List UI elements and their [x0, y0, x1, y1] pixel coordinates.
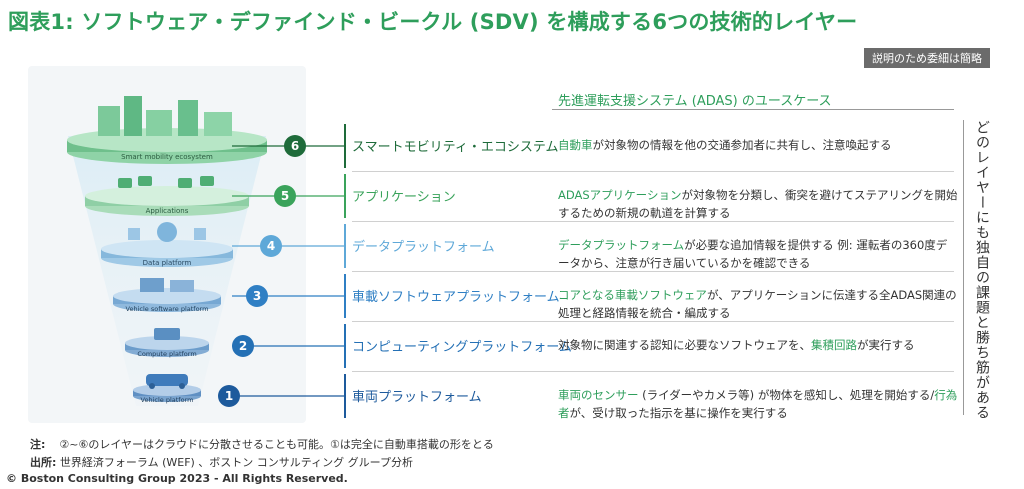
layer-row-6: 6 スマートモビリティ・エコシステム 自動車が対象物の情報を他の交通参加者に共有…: [232, 124, 962, 172]
row-separator: [352, 221, 954, 222]
layer-name: スマートモビリティ・エコシステム: [352, 140, 559, 155]
layer-usecase-desc: データプラットフォームが必要な追加情報を提供する 例: 運転者の360度データか…: [558, 236, 958, 272]
illus-label-5: Applications: [146, 207, 189, 215]
layer-number-badge: 5: [274, 185, 296, 207]
layer-row-3: 3 車載ソフトウェアプラットフォーム コアとなる車載ソフトウェアが、アプリケーシ…: [232, 274, 962, 322]
desc-text: が対象物の情報を他の交通参加者に共有し、注意喚起する: [592, 138, 892, 152]
layer-color-bar: [344, 174, 346, 218]
copyright: © Boston Consulting Group 2023 - All Rig…: [6, 472, 348, 485]
desc-text-2: が、受け取った指示を基に操作を実行する: [569, 406, 788, 420]
layer-row-1: 1 車両プラットフォーム 車両のセンサー (ライダーやカメラ等) が物体を感知し…: [218, 374, 962, 422]
row-separator: [352, 171, 954, 172]
desc-text: が必要な追加情報を提供する 例: 運転者の360度データから、注意が行き届いてい…: [558, 238, 948, 270]
illus-label-4: Data platform: [143, 259, 192, 267]
layer-number-badge: 2: [232, 335, 254, 357]
layer-row-4: 4 データプラットフォーム データプラットフォームが必要な追加情報を提供する 例…: [232, 224, 962, 272]
layer-color-bar: [344, 374, 346, 418]
footnote-label: 注:: [30, 438, 46, 451]
desc-highlight: データプラットフォーム: [558, 238, 685, 252]
layer-row-5: 5 アプリケーション ADASアプリケーションが対象物を分類し、衝突を避けてステ…: [232, 174, 962, 222]
layer-stack-graphic: Smart mobility ecosystem Applications Da…: [67, 96, 267, 406]
connector-line-4: [232, 245, 344, 247]
simplification-note: 説明のため委細は簡略: [864, 48, 990, 68]
illus-layer-4: Data platform: [101, 222, 233, 267]
sdv-layer-illustration: Smart mobility ecosystem Applications Da…: [28, 66, 306, 423]
layer-color-bar: [344, 224, 346, 268]
layer-color-bar: [344, 274, 346, 318]
illus-layer-1: Vehicle platform: [133, 374, 201, 404]
layer-name: アプリケーション: [352, 190, 456, 205]
layer-number-badge: 4: [260, 235, 282, 257]
connector-line-1: [232, 395, 344, 397]
layer-name: 車載ソフトウェアプラットフォーム: [352, 290, 560, 305]
source: 出所: 世界経済フォーラム (WEF) 、ボストン コンサルティング グループ分…: [30, 454, 413, 470]
desc-text: が対象物を分類し、衝突を避けてステアリングを開始するための新規の軌道を計算する: [558, 188, 958, 220]
desc-highlight: コアとなる車載ソフトウェア: [558, 288, 707, 302]
row-separator: [352, 371, 954, 372]
layer-number-badge: 6: [284, 135, 306, 157]
desc-highlight-2: 行為者: [558, 388, 958, 420]
layer-usecase-desc: ADASアプリケーションが対象物を分類し、衝突を避けてステアリングを開始するため…: [558, 186, 958, 222]
layer-color-bar: [344, 324, 346, 368]
footnote: 注: ②~⑥のレイヤーはクラウドに分散させることも可能。①は完全に自動車搭載の形…: [30, 436, 494, 452]
layer-color-bar: [344, 124, 346, 168]
layer-number-badge: 3: [246, 285, 268, 307]
adas-usecase-header: 先進運転支援システム (ADAS) のユースケース: [558, 94, 832, 109]
layer-row-2: 2 コンピューティングプラットフォーム 対象物に関連する認知に必要なソフトウェア…: [232, 324, 962, 372]
row-separator: [352, 321, 954, 322]
layer-name: データプラットフォーム: [352, 240, 495, 255]
desc-highlight: 車両のセンサー: [558, 388, 639, 402]
side-vertical-text: どのレイヤーにも独自の課題と勝ち筋がある: [974, 120, 990, 420]
illus-layer-6: Smart mobility ecosystem: [67, 96, 267, 164]
adas-header-underline: [552, 109, 954, 110]
desc-text: (ライダーやカメラ等) が物体を感知し、処理を開始する/: [638, 388, 935, 402]
layer-name: 車両プラットフォーム: [352, 390, 482, 405]
layer-usecase-desc: 自動車が対象物の情報を他の交通参加者に共有し、注意喚起する: [558, 136, 958, 154]
illus-layer-5: Applications: [85, 176, 249, 216]
layer-usecase-desc: 車両のセンサー (ライダーやカメラ等) が物体を感知し、処理を開始する/行為者が…: [558, 386, 958, 422]
desc-text: が実行する: [857, 338, 915, 352]
source-label: 出所:: [30, 456, 57, 469]
illus-layer-2: Compute platform: [125, 328, 209, 358]
layer-number-badge: 1: [218, 385, 240, 407]
page-title: 図表1: ソフトウェア・デファインド・ビークル (SDV) を構成する6つの技術…: [8, 10, 858, 34]
illus-label-3: Vehicle software platform: [126, 305, 209, 313]
illus-layer-3: Vehicle software platform: [113, 278, 221, 313]
side-bracket: [960, 120, 964, 415]
row-separator: [352, 271, 954, 272]
desc-text: が、アプリケーションに伝達する全ADAS関連の処理と経路情報を統合・編成する: [558, 288, 957, 320]
illus-label-6: Smart mobility ecosystem: [121, 153, 213, 161]
illus-label-2: Compute platform: [137, 350, 196, 358]
layer-usecase-desc: 対象物に関連する認知に必要なソフトウェアを、集積回路が実行する: [558, 336, 958, 354]
desc-highlight: 集積回路: [811, 338, 857, 352]
desc-highlight: 自動車: [558, 138, 593, 152]
source-text: 世界経済フォーラム (WEF) 、ボストン コンサルティング グループ分析: [59, 456, 413, 469]
desc-text-pre: 対象物に関連する認知に必要なソフトウェアを、: [558, 338, 811, 352]
footnote-text: ②~⑥のレイヤーはクラウドに分散させることも可能。①は完全に自動車搭載の形をとる: [59, 438, 494, 451]
layer-usecase-desc: コアとなる車載ソフトウェアが、アプリケーションに伝達する全ADAS関連の処理と経…: [558, 286, 958, 322]
illus-label-1: Vehicle platform: [141, 396, 194, 404]
desc-highlight: ADASアプリケーション: [558, 188, 682, 202]
layer-name: コンピューティングプラットフォーム: [352, 340, 572, 355]
